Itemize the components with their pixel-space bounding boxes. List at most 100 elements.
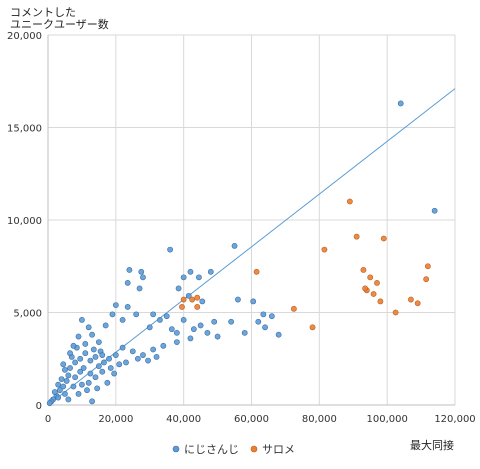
data-point-series1 [129, 348, 136, 355]
data-point-series1 [99, 368, 106, 375]
data-point-series1 [75, 333, 82, 340]
data-point-series1 [62, 390, 68, 397]
data-point-series1 [82, 350, 89, 357]
data-points [46, 100, 438, 407]
data-point-series1 [250, 298, 257, 305]
data-point-series1 [124, 304, 131, 310]
tick-labels: 0 20,000 40,000 60,000 80,000 100,000 120,000 0… [7, 31, 476, 425]
data-point-series1 [92, 374, 99, 381]
data-point-series1 [46, 400, 53, 407]
data-point-series1 [87, 370, 94, 377]
data-point-series2 [362, 285, 369, 292]
data-point-series2 [180, 296, 187, 303]
y-axis-title-line1: コメントした [10, 6, 76, 19]
data-point-series1 [51, 389, 58, 395]
data-point-series1 [90, 346, 97, 353]
data-point-series1 [146, 324, 153, 331]
data-point-series2 [253, 268, 260, 275]
data-point-series1 [85, 379, 92, 386]
data-point-series1 [431, 207, 438, 214]
legend: にじさんじ サロメ [172, 443, 295, 456]
data-point-series1 [173, 339, 180, 345]
data-point-series1 [95, 363, 102, 370]
data-point-series1 [60, 361, 67, 368]
data-point-series1 [140, 274, 146, 281]
data-point-series2 [290, 305, 297, 312]
data-point-series1 [62, 366, 68, 373]
data-point-series1 [180, 316, 187, 323]
data-point-series1 [87, 357, 94, 364]
data-point-series1 [138, 268, 145, 275]
data-point-series2 [380, 235, 387, 242]
y-tick-label: 0 [36, 401, 42, 412]
data-point-series1 [214, 333, 221, 340]
x-tick-label: 0 [45, 414, 51, 425]
data-point-series1 [55, 381, 62, 388]
legend-marker [172, 445, 180, 453]
data-point-series2 [392, 309, 399, 316]
data-point-series1 [111, 370, 118, 377]
data-point-series1 [397, 100, 404, 107]
data-point-series2 [377, 298, 384, 305]
data-point-series1 [72, 374, 79, 381]
y-axis-title-line2: ユニークユーザー数 [10, 18, 109, 31]
axes [47, 35, 455, 406]
data-point-series1 [231, 242, 238, 249]
data-point-series1 [235, 296, 241, 303]
data-point-series1 [92, 353, 99, 360]
data-point-series2 [194, 294, 201, 301]
data-point-series1 [196, 274, 202, 281]
data-point-series1 [204, 329, 211, 336]
data-point-series1 [94, 385, 101, 392]
data-point-series1 [79, 316, 85, 323]
data-point-series1 [109, 311, 116, 318]
data-point-series2 [346, 198, 353, 205]
data-point-series1 [133, 311, 140, 318]
data-point-series1 [112, 302, 119, 308]
data-point-series1 [168, 326, 175, 333]
data-point-series1 [134, 355, 141, 362]
data-point-series1 [65, 372, 72, 379]
data-point-series1 [67, 365, 73, 371]
data-point-series1 [126, 267, 133, 273]
legend-label: サロメ [262, 443, 295, 456]
data-point-series2 [309, 324, 316, 331]
data-point-series2 [179, 304, 185, 310]
data-point-series2 [374, 279, 380, 286]
data-point-series2 [423, 276, 430, 283]
data-point-series1 [82, 341, 89, 347]
y-tick-label: 5,000 [13, 309, 42, 320]
data-point-series1 [163, 313, 170, 320]
data-point-series1 [102, 322, 109, 329]
data-point-series1 [187, 335, 194, 342]
data-point-series1 [58, 376, 65, 382]
data-point-series1 [275, 331, 282, 338]
data-point-series1 [160, 342, 167, 349]
data-point-series1 [124, 279, 131, 286]
data-point-series1 [119, 316, 126, 323]
data-point-series1 [262, 324, 268, 331]
data-point-series1 [140, 352, 146, 358]
data-point-series1 [157, 316, 163, 323]
data-point-series1 [101, 359, 107, 366]
data-point-series1 [185, 292, 192, 299]
data-point-series2 [370, 291, 377, 297]
y-tick-label: 20,000 [7, 31, 42, 42]
data-point-series1 [119, 344, 126, 351]
data-point-series1 [104, 379, 111, 386]
data-point-series1 [153, 353, 160, 360]
data-point-series1 [187, 268, 194, 275]
data-point-series1 [106, 355, 112, 362]
data-point-series2 [353, 233, 360, 240]
data-point-series2 [194, 304, 201, 310]
x-tick-label: 120,000 [434, 414, 475, 425]
x-tick-label: 80,000 [302, 414, 337, 425]
data-point-series1 [173, 329, 180, 336]
x-tick-label: 40,000 [166, 414, 201, 425]
data-point-series1 [145, 357, 151, 364]
data-point-series1 [180, 274, 187, 281]
data-point-series1 [123, 359, 129, 366]
data-point-series1 [268, 313, 275, 320]
data-point-series1 [55, 394, 62, 401]
data-point-series1 [79, 381, 85, 388]
